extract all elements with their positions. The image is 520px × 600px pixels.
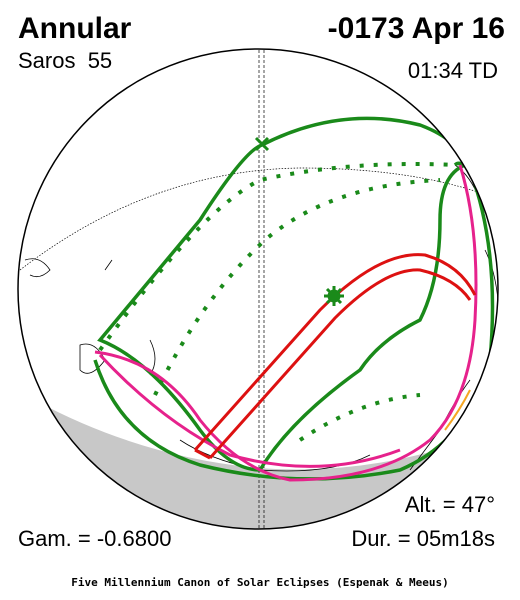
coastline bbox=[24, 258, 371, 472]
globe-outline bbox=[17, 48, 499, 530]
credit: Five Millennium Canon of Solar Eclipses … bbox=[71, 576, 449, 589]
globe bbox=[18, 49, 498, 529]
eclipse-time: 01:34 TD bbox=[408, 58, 498, 83]
equator bbox=[19, 167, 498, 271]
greatest-eclipse-point bbox=[324, 286, 344, 306]
central-path-end bbox=[194, 448, 211, 460]
central-path-limit bbox=[208, 268, 472, 459]
rise-set-curve bbox=[94, 164, 478, 482]
night-shade bbox=[18, 380, 498, 529]
eclipse-type: Annular bbox=[18, 12, 132, 45]
gamma: Gam. = -0.6800 bbox=[18, 526, 171, 551]
central-path-limit bbox=[193, 253, 477, 451]
rise-set-curve bbox=[98, 353, 401, 468]
saros: Saros 55 bbox=[18, 48, 112, 73]
duration: Dur. = 05m18s bbox=[351, 526, 495, 551]
altitude: Alt. = 47° bbox=[405, 492, 495, 517]
subsolar-point bbox=[254, 136, 270, 152]
eclipse-date: -0173 Apr 16 bbox=[328, 12, 505, 45]
max-eclipse-line bbox=[98, 162, 456, 352]
penumbral-limit-dotted bbox=[298, 393, 421, 442]
